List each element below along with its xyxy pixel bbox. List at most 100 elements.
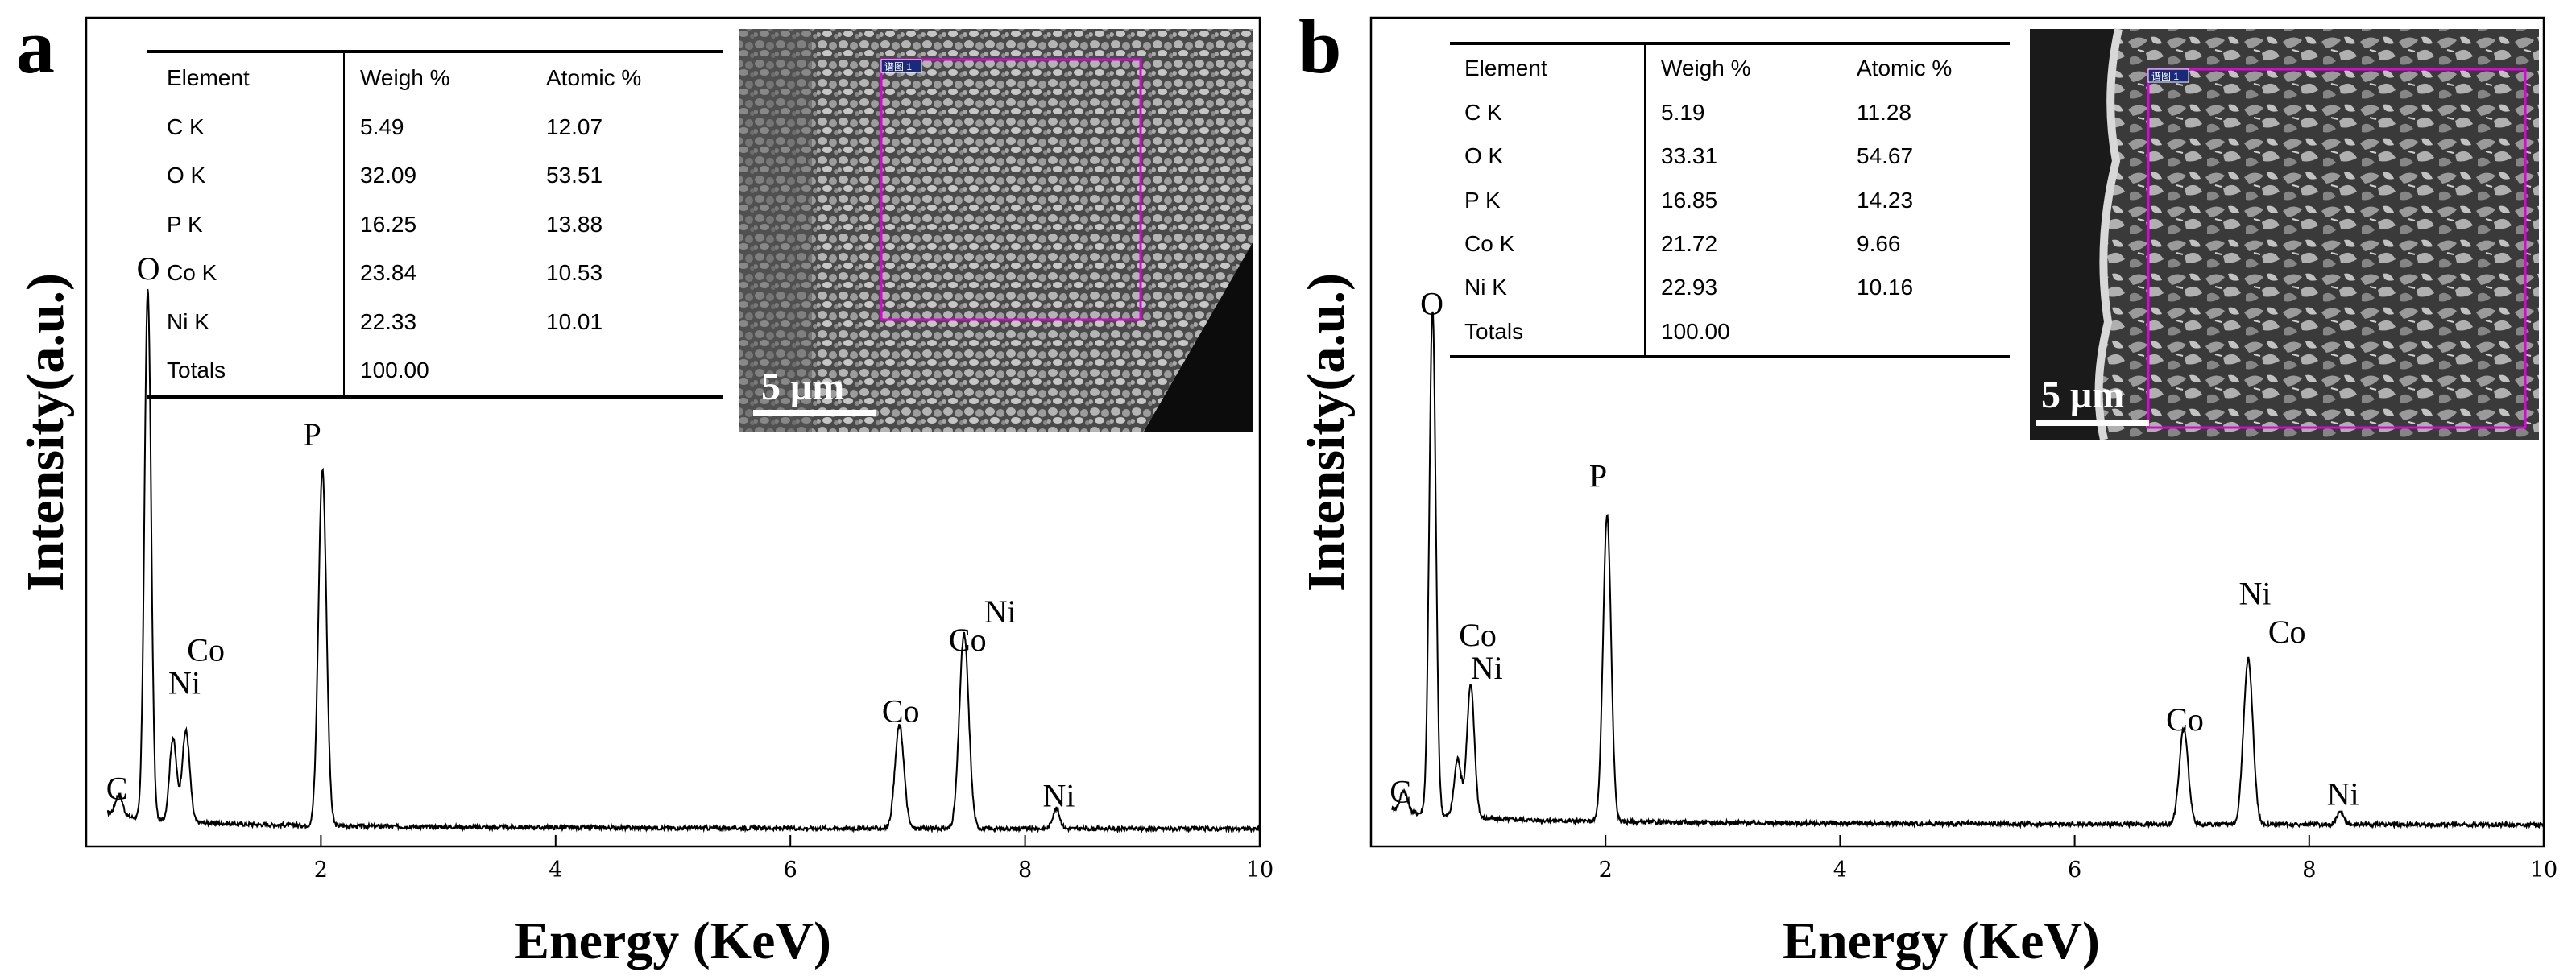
table-row: O K 32.09 53.51 [167, 163, 603, 188]
table-cell: Co K [167, 260, 217, 285]
table-cell: 10.53 [546, 260, 603, 285]
table-cell: 11.28 [1857, 100, 1911, 125]
scale-bar-label: 5 μm [761, 366, 844, 408]
x-tick-label: 2 [314, 858, 328, 883]
sem-shadow-left [739, 29, 812, 432]
x-tick-label: 2 [1599, 858, 1613, 883]
peak-label: Ni [1042, 778, 1075, 814]
table-cell: Ni K [1464, 275, 1507, 300]
table-cell: O K [1464, 143, 1504, 168]
table-cell: 22.33 [360, 309, 416, 334]
table-cell: 22.93 [1661, 275, 1717, 300]
table-cell: 10.01 [546, 309, 603, 334]
table-row: P K 16.85 14.23 [1464, 188, 1913, 213]
table-cell: 21.72 [1661, 231, 1717, 256]
table-cell: 23.84 [360, 260, 416, 285]
panel-label: b [1298, 3, 1341, 89]
table-cell: 100.00 [360, 358, 429, 382]
composition-table: Element Weigh % Atomic % C K 5.19 11.28 … [1450, 42, 2010, 358]
sem-image [739, 29, 1253, 432]
panel-a: a Intensity(a.u.) Energy (KeV) 2 4 6 8 10 C O… [16, 3, 1274, 970]
table-header-cell: Weigh % [1661, 56, 1751, 81]
table-header-cell: Atomic % [1857, 56, 1952, 81]
y-axis-title: Intensity(a.u.) [16, 273, 75, 592]
peak-label: Ni [2327, 776, 2359, 813]
x-tick-label: 10 [2530, 858, 2557, 883]
scale-bar-label: 5 μm [2041, 374, 2124, 416]
sem-inset: 谱图 1 5 μm [739, 29, 1253, 432]
x-axis-ticks: 2 4 6 8 10 [314, 835, 1274, 883]
x-axis-title: Energy (KeV) [1783, 912, 2100, 970]
table-row: Ni K 22.33 10.01 [167, 309, 603, 334]
peak-label: Ni [168, 665, 201, 701]
spectrum-tag [880, 59, 922, 73]
peak-label: Co [2166, 701, 2204, 738]
peak-label: Co [949, 622, 987, 658]
composition-table: Element Weigh % Atomic % C K 5.49 12.07 … [147, 50, 723, 399]
peak-label: O [1420, 285, 1443, 321]
table-cell: 13.88 [546, 212, 603, 237]
table-cell: 54.67 [1857, 143, 1913, 168]
sem-edge [2094, 27, 2123, 441]
peak-label: Co [2268, 614, 2306, 650]
table-header-cell: Element [1464, 56, 1547, 81]
table-row: C K 5.49 12.07 [167, 114, 603, 139]
spectrum-line [1391, 311, 2545, 830]
table-cell: 16.85 [1661, 188, 1717, 213]
table-row: Totals 100.00 [1464, 319, 1730, 344]
table-cell: 10.16 [1857, 275, 1913, 300]
peak-label: Ni [1471, 650, 1503, 686]
spectrum-line [106, 288, 1261, 834]
table-row: Totals 100.00 [167, 358, 429, 382]
table-cell: P K [167, 212, 203, 237]
x-tick-label: 4 [1833, 858, 1847, 883]
plot-frame [1369, 16, 2545, 848]
scale-bar [753, 410, 876, 416]
peak-label: P [1589, 457, 1607, 494]
panel-label: a [16, 3, 55, 89]
table-header-cell: Element [167, 65, 250, 90]
sem-image [2030, 29, 2539, 440]
table-header: Element Weigh % Atomic % [1464, 56, 1952, 81]
y-axis-title: Intensity(a.u.) [1297, 273, 1356, 592]
selection-box [880, 58, 1142, 321]
sem-dark-region [1144, 242, 1253, 432]
table-header-cell: Atomic % [546, 65, 641, 90]
x-tick-label: 6 [2068, 858, 2081, 883]
selection-box [2147, 68, 2527, 429]
spectrum-tag [2147, 68, 2189, 83]
peak-label: Co [1459, 617, 1497, 653]
table-cell: 9.66 [1857, 231, 1901, 256]
table-row: Ni K 22.93 10.16 [1464, 275, 1913, 300]
table-cell: 32.09 [360, 163, 416, 188]
table-cell: 33.31 [1661, 143, 1717, 168]
table-cell: O K [167, 163, 206, 188]
x-axis-ticks: 2 4 6 8 10 [1599, 835, 2557, 883]
table-row: Co K 23.84 10.53 [167, 260, 603, 285]
table-cell: Ni K [167, 309, 209, 334]
table-cell: 12.07 [546, 114, 603, 139]
sem-inset: 谱图 1 5 μm [2030, 27, 2539, 441]
peak-label: Ni [2238, 576, 2271, 612]
peak-label: C [1389, 773, 1411, 809]
table-row: P K 16.25 13.88 [167, 212, 603, 237]
table-header: Element Weigh % Atomic % [167, 65, 641, 90]
table-cell: Co K [1464, 231, 1515, 256]
peak-label: C [106, 770, 128, 806]
table-cell: 16.25 [360, 212, 416, 237]
peak-label: O [137, 250, 160, 287]
table-cell: C K [167, 114, 205, 139]
table-row: C K 5.19 11.28 [1464, 100, 1911, 125]
table-header-cell: Weigh % [360, 65, 450, 90]
x-axis-title: Energy (KeV) [514, 912, 831, 970]
table-cell: P K [1464, 188, 1501, 213]
peak-label: Co [187, 632, 225, 668]
sem-crack [2030, 29, 2118, 440]
table-cell: Totals [1464, 319, 1523, 344]
table-cell: C K [1464, 100, 1502, 125]
peak-label: Ni [984, 593, 1017, 630]
table-cell: 53.51 [546, 163, 603, 188]
